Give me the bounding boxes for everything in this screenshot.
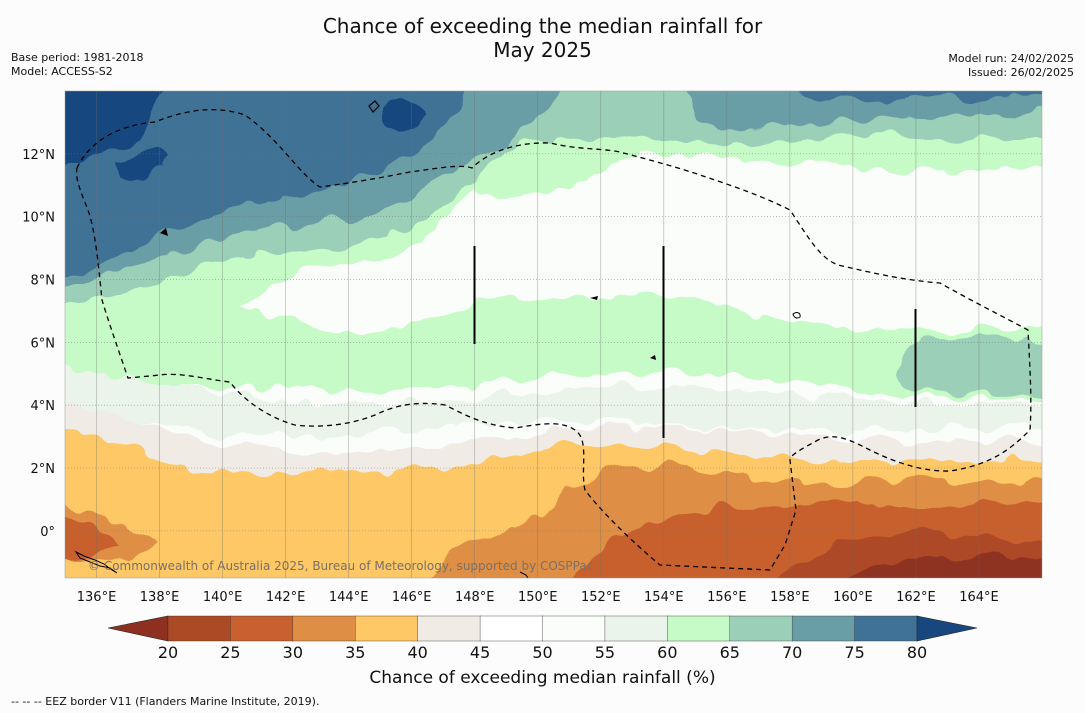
colorbar-tick-labels: 20 25 30 35 40 45 50 55 60 65 70 75 80 bbox=[158, 643, 927, 662]
colorbar-tick-label: 50 bbox=[532, 643, 552, 662]
colorbar-cell bbox=[417, 615, 481, 642]
eez-footnote: -- -- -- EEZ border V11 (Flanders Marine… bbox=[11, 695, 320, 708]
lon-tick-label: 146°E bbox=[392, 590, 432, 605]
lon-tick-label: 154°E bbox=[644, 590, 684, 605]
island-small-4 bbox=[160, 228, 168, 236]
band-60-65-south bbox=[65, 291, 1042, 400]
colorbar-cell bbox=[667, 615, 731, 642]
lon-tick-label: 158°E bbox=[770, 590, 810, 605]
issued-date: Issued: 26/02/2025 bbox=[967, 66, 1074, 79]
chart-title: Chance of exceeding the median rainfall … bbox=[0, 14, 1085, 62]
title-line-1: Chance of exceeding the median rainfall … bbox=[322, 14, 763, 38]
gridlines bbox=[65, 91, 1042, 578]
colorbar-cell bbox=[854, 615, 918, 642]
band-over-80 bbox=[65, 91, 163, 164]
band-25-30-west bbox=[65, 519, 120, 560]
colorbar-cell bbox=[355, 615, 419, 642]
island-small-2 bbox=[792, 312, 801, 319]
band-70-75-ne bbox=[686, 91, 1042, 127]
colorbar-cell bbox=[791, 615, 856, 642]
map-frame bbox=[64, 90, 1043, 579]
lon-tick-label: 152°E bbox=[581, 590, 621, 605]
colorbar-over-arrow bbox=[916, 615, 978, 642]
colorbar-tick-label: 70 bbox=[782, 643, 802, 662]
colorbar-tick-label: 45 bbox=[470, 643, 490, 662]
model-run: Model run: 24/02/2025 bbox=[948, 52, 1074, 65]
colorbar-cells bbox=[167, 615, 918, 642]
band-over-80-b bbox=[120, 152, 170, 177]
lon-tick-label: 136°E bbox=[77, 590, 117, 605]
island-coast-sw bbox=[74, 550, 118, 574]
lat-tick-label: 10°N bbox=[22, 211, 55, 226]
lon-tick-label: 162°E bbox=[896, 590, 936, 605]
island-se bbox=[519, 571, 529, 578]
meta-right: Model run: 24/02/2025 Issued: 26/02/2025 bbox=[948, 52, 1074, 80]
lon-tick-label: 138°E bbox=[140, 590, 180, 605]
colorbar-tick-label: 60 bbox=[657, 643, 677, 662]
colorbar-cell bbox=[542, 615, 606, 642]
model-name: Model: ACCESS-S2 bbox=[11, 65, 113, 78]
colorbar-title: Chance of exceeding median rainfall (%) bbox=[369, 668, 716, 688]
probability-field bbox=[65, 91, 1042, 578]
lon-tick-label: 164°E bbox=[959, 590, 999, 605]
colorbar-tick-label: 75 bbox=[844, 643, 864, 662]
map-panel: © Commonwealth of Australia 2025, Bureau… bbox=[65, 91, 1042, 578]
colorbar-tick-label: 40 bbox=[407, 643, 427, 662]
colorbar-under-arrow bbox=[107, 615, 169, 642]
colorbar-tick-label: 25 bbox=[220, 643, 240, 662]
colorbar-tick-label: 30 bbox=[283, 643, 303, 662]
island-small-3 bbox=[650, 355, 656, 360]
band-65-70-east bbox=[898, 335, 1042, 395]
title-line-2: May 2025 bbox=[493, 38, 592, 62]
island-small-1 bbox=[590, 296, 598, 300]
colorbar-tick-label: 65 bbox=[720, 643, 740, 662]
band-75-80-ne bbox=[801, 91, 1042, 100]
longitude-labels: 136°E 138°E 140°E 142°E 144°E 146°E 148°E 150°E… bbox=[77, 590, 999, 605]
band-55-60 bbox=[65, 368, 1042, 435]
base-period: Base period: 1981-2018 bbox=[11, 51, 144, 64]
colorbar-cell bbox=[230, 615, 294, 642]
lon-tick-label: 144°E bbox=[329, 590, 369, 605]
colorbar-cell bbox=[292, 615, 356, 642]
lon-tick-label: 160°E bbox=[833, 590, 873, 605]
copyright-notice: © Commonwealth of Australia 2025, Bureau… bbox=[88, 559, 593, 573]
colorbar-cell bbox=[604, 615, 669, 642]
lat-tick-label: 6°N bbox=[31, 336, 56, 351]
island-reef bbox=[368, 100, 380, 113]
meta-left: Base period: 1981-2018 Model: ACCESS-S2 bbox=[11, 51, 143, 79]
lat-tick-label: 4°N bbox=[31, 399, 56, 414]
lat-tick-label: 12°N bbox=[22, 148, 55, 163]
lon-tick-label: 142°E bbox=[266, 590, 306, 605]
latitude-labels: 12°N 10°N 8°N 6°N 4°N 2°N 0° bbox=[22, 148, 55, 540]
colorbar-tick-label: 80 bbox=[907, 643, 927, 662]
band-over-80-c bbox=[385, 99, 425, 127]
lat-tick-label: 0° bbox=[40, 525, 55, 540]
lon-tick-label: 148°E bbox=[455, 590, 495, 605]
lon-tick-label: 150°E bbox=[518, 590, 558, 605]
lat-tick-label: 2°N bbox=[31, 462, 56, 477]
colorbar-tick-label: 35 bbox=[345, 643, 365, 662]
colorbar-cell bbox=[167, 615, 232, 642]
colorbar: 20 25 30 35 40 45 50 55 60 65 70 75 80 bbox=[107, 615, 978, 662]
colorbar-cell bbox=[479, 615, 544, 642]
lon-tick-label: 156°E bbox=[707, 590, 747, 605]
eez-border bbox=[75, 109, 1032, 571]
band-under-20 bbox=[850, 555, 1042, 578]
lon-tick-label: 140°E bbox=[203, 590, 243, 605]
colorbar-tick-label: 20 bbox=[158, 643, 178, 662]
colorbar-tick-label: 55 bbox=[595, 643, 615, 662]
lat-tick-label: 8°N bbox=[31, 274, 56, 289]
colorbar-cell bbox=[729, 615, 793, 642]
